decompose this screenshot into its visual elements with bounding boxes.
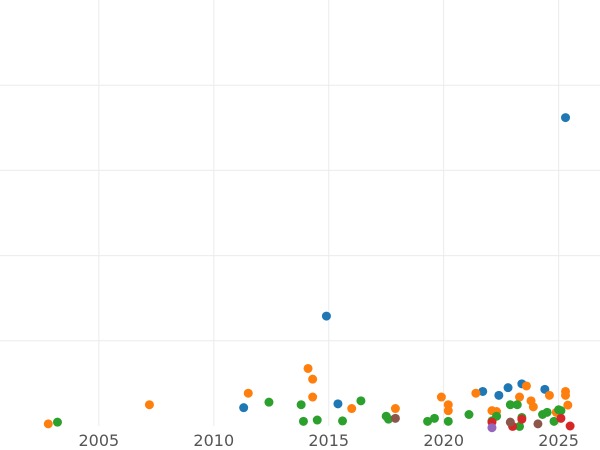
data-point xyxy=(565,421,575,431)
data-point xyxy=(308,392,318,402)
data-point xyxy=(312,415,322,425)
data-points xyxy=(43,113,575,433)
data-point xyxy=(390,404,400,414)
data-point xyxy=(478,386,488,396)
data-point xyxy=(515,392,525,402)
data-point xyxy=(436,392,446,402)
data-point xyxy=(487,423,497,433)
data-point xyxy=(544,390,554,400)
data-point xyxy=(556,413,566,423)
data-point xyxy=(505,400,515,410)
data-point xyxy=(303,363,313,373)
data-point xyxy=(561,113,571,123)
data-point xyxy=(347,404,357,414)
x-gridlines xyxy=(98,0,560,426)
data-point xyxy=(338,416,348,426)
data-point xyxy=(423,416,433,426)
data-point xyxy=(298,416,308,426)
data-point xyxy=(308,374,318,384)
data-point xyxy=(512,400,522,410)
data-point xyxy=(296,400,306,410)
data-point xyxy=(464,409,474,419)
x-tick-labels: 2005 2010 2015 2020 2025 xyxy=(78,431,578,450)
data-point xyxy=(52,417,62,427)
data-point xyxy=(494,390,504,400)
data-point xyxy=(43,419,53,429)
y-gridlines xyxy=(0,84,600,342)
data-point xyxy=(528,402,538,412)
data-point xyxy=(517,414,527,424)
data-point xyxy=(321,311,331,321)
data-point xyxy=(443,406,453,416)
data-point xyxy=(471,388,481,398)
data-point xyxy=(429,413,439,423)
x-tick-label: 2010 xyxy=(193,431,234,450)
data-point xyxy=(333,399,343,409)
data-point xyxy=(533,419,543,429)
data-point xyxy=(549,416,559,426)
x-tick-label: 2020 xyxy=(423,431,464,450)
data-point xyxy=(503,383,513,393)
data-point xyxy=(243,388,253,398)
data-point xyxy=(505,417,515,427)
data-point xyxy=(144,400,154,410)
data-point xyxy=(515,421,525,431)
data-point xyxy=(443,416,453,426)
data-point xyxy=(561,390,571,400)
data-point xyxy=(556,406,566,416)
data-point xyxy=(264,397,274,407)
x-tick-label: 2015 xyxy=(308,431,349,450)
data-point xyxy=(390,413,400,423)
data-point xyxy=(542,407,552,417)
data-point xyxy=(521,381,531,391)
data-point xyxy=(563,400,573,410)
data-point xyxy=(239,403,249,413)
data-point xyxy=(356,396,366,406)
x-tick-label: 2025 xyxy=(538,431,579,450)
data-point xyxy=(384,414,394,424)
x-tick-label: 2005 xyxy=(78,431,119,450)
